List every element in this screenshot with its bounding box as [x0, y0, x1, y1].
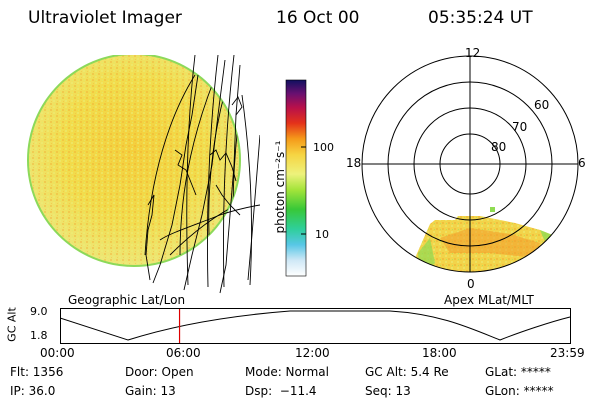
coastline-outlines: [145, 59, 260, 294]
time-tick-2359: 23:59: [550, 346, 585, 360]
status-glon: GLon: *****: [485, 384, 554, 398]
status-door: Door: Open: [125, 365, 194, 379]
status-seq: Seq: 13: [365, 384, 411, 398]
status-gc-alt: GC Alt: 5.4 Re: [365, 365, 449, 379]
time-tick-1800: 18:00: [422, 346, 457, 360]
time-tick-0000: 00:00: [40, 346, 75, 360]
status-gain: Gain: 13: [125, 384, 176, 398]
polar-plot: [361, 55, 579, 273]
time-label: 05:35:24 UT: [428, 8, 533, 28]
status-ip: IP: 36.0: [10, 384, 56, 398]
altitude-tick-bottom: 1.8: [30, 329, 48, 342]
outer-grid-lines: [186, 55, 253, 288]
app-title: Ultraviolet Imager: [28, 8, 182, 28]
mlt-label-6: 6: [578, 156, 586, 170]
lat-label-70: 70: [512, 120, 528, 134]
mlt-label-0: 0: [467, 277, 475, 291]
colorbar-tick-100: 100: [313, 141, 334, 154]
color-scale-bar: [285, 79, 307, 277]
mlt-label-18: 18: [346, 156, 362, 170]
auroral-oval-patch: [400, 207, 565, 272]
apex-panel-label: Apex MLat/MLT: [444, 293, 534, 307]
lat-label-60: 60: [534, 98, 550, 112]
date-label: 16 Oct 00: [276, 8, 360, 28]
time-tick-1200: 12:00: [295, 346, 330, 360]
mlt-label-12: 12: [465, 46, 481, 60]
altitude-plot-frame: [60, 308, 571, 344]
color-bar-gradient: [285, 79, 307, 277]
colorbar-unit-label: photon cm⁻²s⁻¹: [273, 140, 287, 234]
altitude-plot: [60, 308, 571, 344]
lat-label-80: 80: [491, 140, 507, 154]
geographic-panel-label: Geographic Lat/Lon: [68, 293, 186, 307]
polar-grid: [361, 55, 579, 273]
altitude-axis-label: GC Alt: [5, 307, 19, 342]
status-flt: Flt: 1356: [10, 365, 64, 379]
altitude-tick-top: 9.0: [30, 305, 48, 318]
status-glat: GLat: *****: [485, 365, 551, 379]
geographic-image: [27, 55, 260, 294]
time-tick-0600: 06:00: [166, 346, 201, 360]
status-dsp: Dsp: −11.4: [245, 384, 317, 398]
altitude-curve: [60, 310, 571, 341]
status-mode: Mode: Normal: [245, 365, 329, 379]
colorbar-tick-10: 10: [315, 228, 329, 241]
